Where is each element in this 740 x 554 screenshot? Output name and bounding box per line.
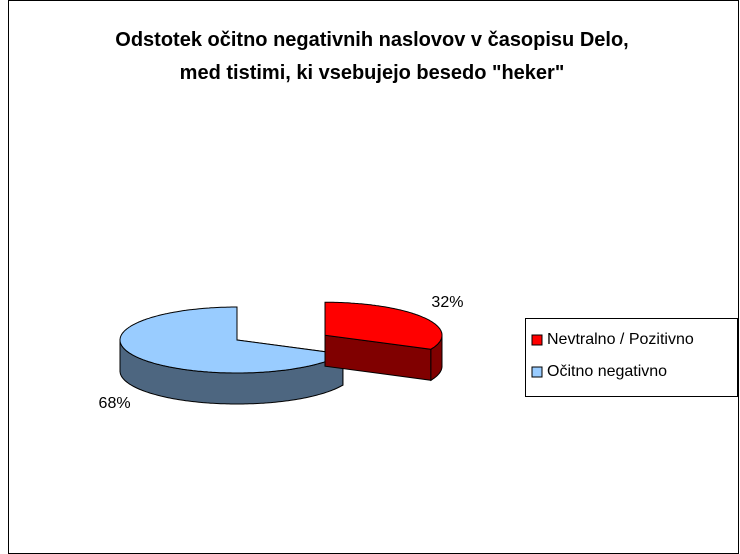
legend-label: Nevtralno / Pozitivno	[547, 331, 694, 348]
data-label: 32%	[431, 294, 463, 311]
data-label: 68%	[99, 395, 131, 412]
slice	[119, 306, 345, 374]
legend-swatch	[531, 366, 543, 378]
chart-title: Odstotek očitno negativnih naslovov v ča…	[115, 29, 628, 84]
legend-box	[525, 318, 738, 397]
legend-swatch	[531, 334, 543, 346]
chart-frame	[8, 0, 739, 554]
slice	[324, 301, 443, 350]
legend-label: Očitno negativno	[547, 363, 667, 380]
